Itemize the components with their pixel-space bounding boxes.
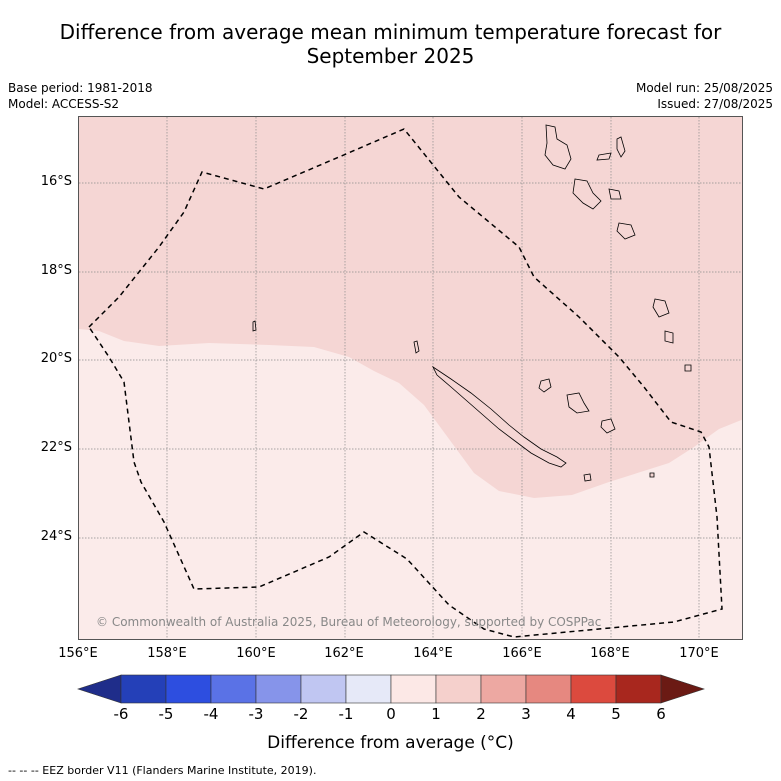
model-run: Model run: 25/08/2025 — [635, 81, 773, 95]
cb-tick-4: -2 — [293, 705, 309, 723]
cb-tick-7: 1 — [431, 705, 441, 723]
colorbar-bin-10 — [570, 674, 617, 704]
colorbar-arrow-low — [77, 674, 122, 704]
loyalty-island-1 — [538, 378, 552, 393]
colorbar-bin-8 — [480, 674, 527, 704]
vanuatu-tanna — [664, 330, 674, 344]
vanuatu-epi — [608, 188, 622, 200]
colorbar-bin-5 — [345, 674, 392, 704]
lat-label-24s: 24°S — [40, 529, 72, 544]
base-period: Base period: 1981-2018 — [8, 81, 153, 95]
map-panel: © Commonwealth of Australia 2025, Bureau… — [78, 116, 743, 640]
vanuatu-aneityum — [684, 364, 692, 372]
cb-tick-9: 3 — [521, 705, 531, 723]
colorbar-title: Difference from average (°C) — [267, 733, 514, 753]
colorbar-bin-9 — [525, 674, 572, 704]
lon-label-168e: 168°E — [590, 646, 630, 661]
lat-label-16s: 16°S — [40, 174, 72, 189]
coastlines — [252, 124, 692, 482]
lon-label-160e: 160°E — [236, 646, 276, 661]
cb-tick-8: 2 — [476, 705, 486, 723]
cb-tick-1: -5 — [158, 705, 174, 723]
map-svg: © Commonwealth of Australia 2025, Bureau… — [79, 117, 742, 639]
vanuatu-efate — [616, 222, 636, 240]
eez-footnote: -- -- -- EEZ border V11 (Flanders Marine… — [8, 764, 317, 777]
meta-left: Base period: 1981-2018 Model: ACCESS-S2 — [8, 80, 153, 112]
vanuatu-maewo — [616, 136, 626, 158]
cb-tick-10: 4 — [566, 705, 576, 723]
lon-label-164e: 164°E — [413, 646, 453, 661]
colorbar-bin-7 — [435, 674, 482, 704]
belep-islands — [413, 340, 420, 354]
meta-right: Model run: 25/08/2025 Issued: 27/08/2025 — [636, 80, 773, 112]
isle-of-pines — [583, 473, 592, 482]
lat-label-22s: 22°S — [40, 440, 72, 455]
colorbar-bin-1 — [165, 674, 212, 704]
lon-label-166e: 166°E — [502, 646, 542, 661]
cb-tick-0: -6 — [113, 705, 129, 723]
vanuatu-espiritu-santo — [544, 124, 572, 170]
model-name: Model: ACCESS-S2 — [8, 97, 120, 111]
cb-tick-12: 6 — [656, 705, 666, 723]
cb-tick-2: -4 — [203, 705, 219, 723]
map-copyright: © Commonwealth of Australia 2025, Bureau… — [96, 615, 601, 629]
cb-tick-5: -1 — [338, 705, 354, 723]
vanuatu-ambae — [596, 152, 612, 161]
colorbar-bin-6 — [390, 674, 437, 704]
colorbar — [77, 674, 705, 704]
vanuatu-malekula — [572, 178, 602, 210]
issued-date: Issued: 27/08/2025 — [657, 97, 773, 111]
loyalty-island-2 — [566, 392, 590, 414]
eez-border — [88, 128, 723, 638]
new-caledonia-coast — [431, 365, 567, 468]
colorbar-bin-3 — [255, 674, 302, 704]
title-line-2: September 2025 — [306, 44, 475, 68]
lat-label-20s: 20°S — [40, 351, 72, 366]
colorbar-bin-11 — [615, 674, 662, 704]
colorbar-bin-4 — [300, 674, 347, 704]
lon-label-162e: 162°E — [324, 646, 364, 661]
chart-title: Difference from average mean minimum tem… — [0, 20, 781, 68]
lon-label-158e: 158°E — [147, 646, 187, 661]
title-line-1: Difference from average mean minimum tem… — [59, 20, 722, 44]
cb-tick-11: 5 — [611, 705, 621, 723]
cb-tick-3: -3 — [248, 705, 264, 723]
lat-label-18s: 18°S — [40, 263, 72, 278]
lon-label-156e: 156°E — [58, 646, 98, 661]
loyalty-island-3 — [600, 418, 616, 434]
colorbar-bin-2 — [210, 674, 257, 704]
colorbar-arrow-high — [660, 674, 705, 704]
colorbar-bin-0 — [120, 674, 167, 704]
vanuatu-erromango — [652, 298, 670, 318]
gridlines — [79, 117, 742, 639]
chesterfield-islet — [252, 320, 257, 332]
lon-label-170e: 170°E — [679, 646, 719, 661]
walpole-island — [649, 472, 655, 478]
cb-tick-6: 0 — [386, 705, 396, 723]
